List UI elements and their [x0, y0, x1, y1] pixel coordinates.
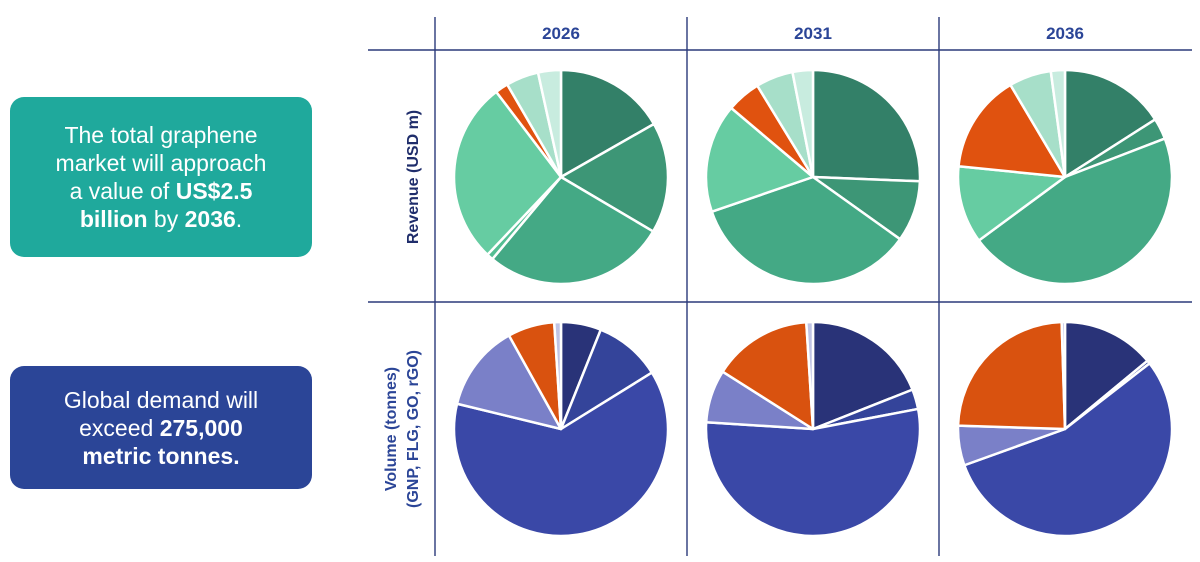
revenue-2026-slice-8 [536, 68, 563, 179]
revenue-2026-slice-5 [452, 90, 563, 256]
revenue-2031-slice-1 [811, 68, 922, 183]
row-label-revenue: Revenue (USD m) [405, 110, 422, 244]
volume-2031-slice-3 [704, 407, 922, 538]
volume-2026-slice-6 [552, 320, 563, 431]
volume-2031-slice-1 [811, 320, 914, 431]
volume-callout-line1: Global demand will [63, 386, 259, 413]
volume-2036-slice-5 [956, 320, 1067, 431]
revenue-2026-slice-1 [559, 68, 656, 179]
revenue-2036-slice-1 [1063, 68, 1157, 179]
volume-callout-text: Global demand will exceed 275,000 metric… [64, 386, 258, 470]
volume-2031-slice-6 [805, 320, 815, 431]
revenue-callout: The total graphene market will approach … [10, 97, 312, 257]
volume-2036-slice-3 [963, 362, 1174, 538]
revenue-callout-by: by [147, 206, 185, 232]
row-label-volume-line2: (GNP, FLG, GO, rGO) [405, 350, 422, 508]
volume-2031-slice-5 [721, 320, 815, 431]
revenue-2031-slice-5 [704, 106, 815, 213]
revenue-2036-slice-3 [977, 137, 1174, 286]
revenue-2031-slice-3 [710, 175, 902, 286]
revenue-2036-slice-5 [956, 165, 1067, 242]
revenue-callout-period: . [235, 206, 243, 232]
volume-2026-slice-4 [455, 334, 563, 431]
pies-group [452, 68, 1174, 538]
row-label-volume-line1: Volume (tonnes) [383, 367, 400, 491]
volume-2036-slice-6 [1060, 320, 1067, 431]
column-header-2031: 2031 [794, 24, 832, 43]
volume-callout-line2: exceed [79, 414, 160, 441]
revenue-2026-slice-2 [559, 122, 670, 233]
revenue-unit: billion [79, 206, 148, 232]
revenue-callout-line3: a value of [69, 178, 176, 204]
revenue-callout-text: The total graphene market will approach … [56, 121, 267, 233]
column-header-2026: 2026 [542, 24, 580, 43]
revenue-2036-slice-8 [1049, 68, 1067, 179]
revenue-amount: US$2.5 [175, 178, 253, 204]
revenue-callout-line1: The total graphene [64, 122, 258, 148]
column-header-2036: 2036 [1046, 24, 1084, 43]
volume-2036-slice-1 [1063, 320, 1149, 431]
volume-2026-slice-3 [452, 371, 670, 538]
revenue-callout-line2: market will approach [55, 150, 267, 176]
revenue-2031-slice-8 [791, 68, 815, 179]
revenue-year: 2036 [184, 206, 236, 232]
volume-callout: Global demand will exceed 275,000 metric… [10, 366, 312, 489]
volume-callout-line3: metric tonnes. [82, 442, 240, 469]
revenue-2026-slice-3 [491, 175, 655, 286]
revenue-2036-slice-6 [957, 83, 1067, 179]
volume-amount: 275,000 [159, 414, 243, 441]
